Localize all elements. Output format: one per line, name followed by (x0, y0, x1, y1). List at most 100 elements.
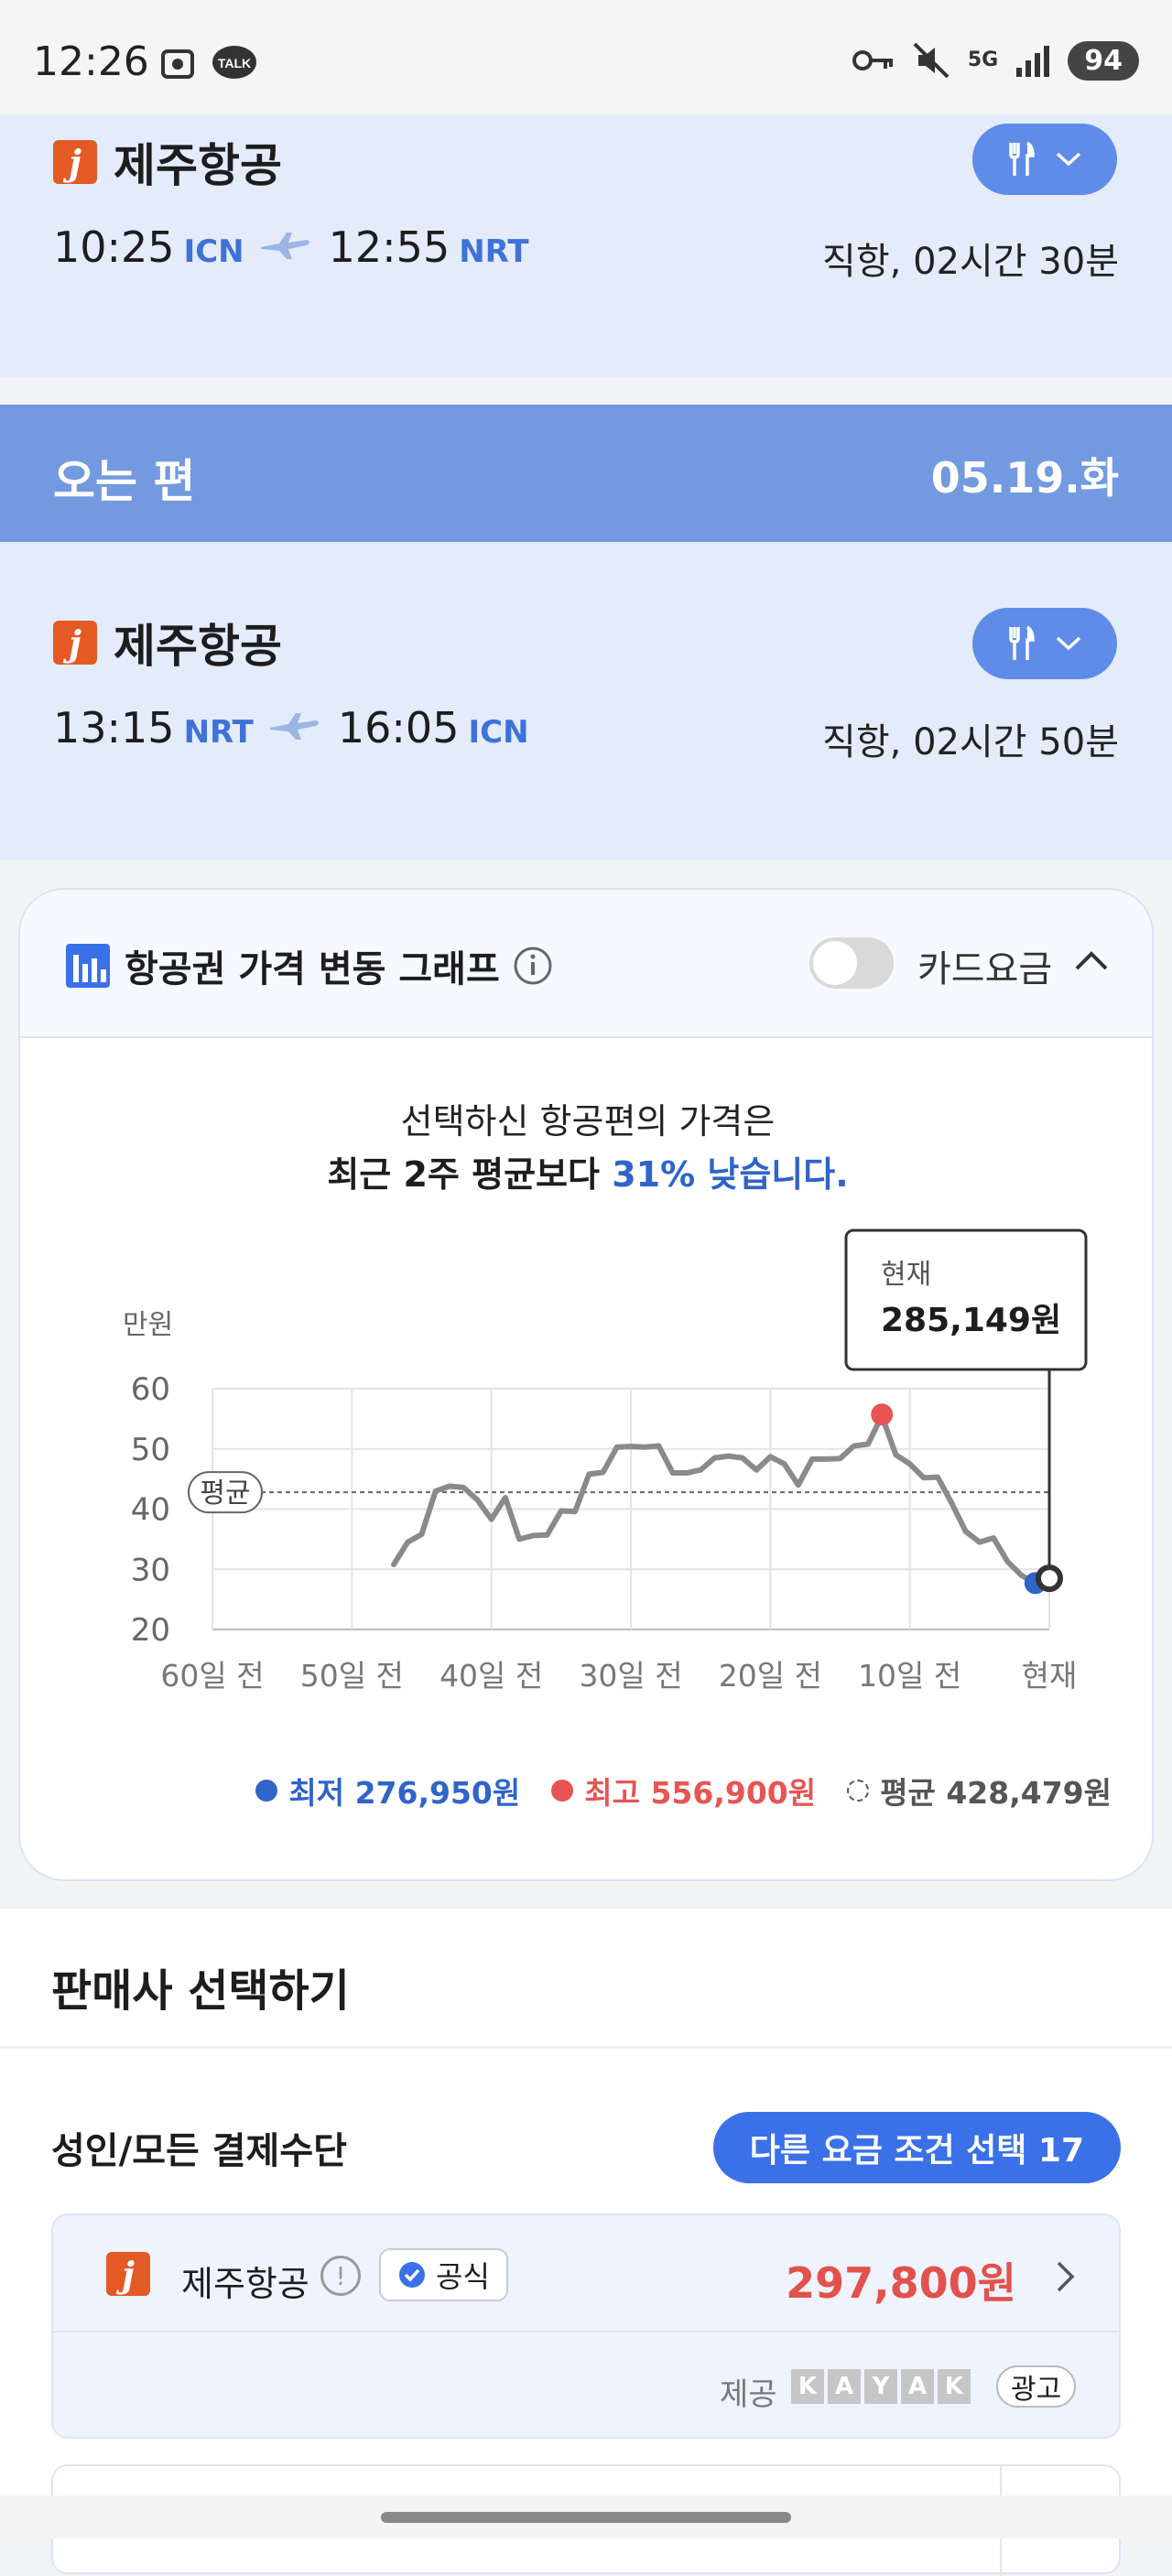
info-icon[interactable] (513, 946, 553, 986)
svg-text:TALK: TALK (218, 56, 251, 70)
kayak-letter: A (828, 2369, 861, 2404)
official-badge: 공식 (379, 2248, 508, 2301)
y-tick-label: 40 (131, 1492, 170, 1529)
kayak-letter: Y (864, 2369, 897, 2404)
jeju-air-logo-icon: j (53, 140, 97, 184)
legend-avg-label: 평균 428,479원 (880, 1775, 1112, 1811)
payment-condition-label: 성인/모든 결제수단 (51, 2130, 347, 2172)
seller-offer-card[interactable]: j 제주항공 ! 공식 297,800원 제공 K A Y A K 광고 (51, 2213, 1121, 2439)
chevron-down-icon (1056, 636, 1081, 651)
seller-offer-row[interactable]: j 제주항공 ! 공식 297,800원 (53, 2215, 1119, 2332)
current-tooltip (844, 1228, 1088, 1371)
ad-badge[interactable]: 광고 (996, 2365, 1077, 2408)
legend-max-label: 최고 556,900원 (584, 1775, 817, 1811)
outbound-arr-airport: NRT (459, 233, 529, 270)
y-tick-label: 20 (131, 1612, 170, 1649)
status-time: 12:26 (33, 38, 149, 85)
utensils-icon (1009, 141, 1035, 176)
return-date: 05.19.화 (930, 453, 1119, 503)
current-tooltip-label: 현재 (881, 1259, 931, 1291)
x-tick-label: 현재 (1022, 1658, 1078, 1694)
seller-info-icon[interactable]: ! (320, 2256, 361, 2296)
price-graph-title: 항공권 가격 변동 그래프 (125, 948, 500, 990)
average-tag (188, 1471, 263, 1514)
key-icon (852, 50, 893, 70)
outbound-arr-time: 12:55 (328, 222, 450, 272)
kayak-logo: K A Y A K (791, 2369, 971, 2404)
inbound-meal-button[interactable] (972, 608, 1117, 679)
kayak-letter: K (791, 2369, 824, 2404)
y-tick-label: 30 (131, 1552, 170, 1588)
legend-min-label: 최저 276,950원 (288, 1775, 521, 1811)
status-bar: 12:26 TALK 5G 94 (0, 0, 1172, 114)
price-graph-header[interactable]: 항공권 가격 변동 그래프 카드요금 (20, 890, 1152, 1038)
inbound-airline-name: 제주항공 (114, 620, 282, 673)
talk-icon: TALK (212, 46, 256, 79)
chart-legend: 최저 276,950원 최고 556,900원 평균 428,479원 (255, 1769, 1112, 1813)
outbound-airline: j 제주항공 (53, 129, 282, 195)
current-tooltip-price: 285,149원 (881, 1302, 1061, 1339)
outbound-flight-panel[interactable]: j 제주항공 10:25 ICN 12:55 NRT 직항, 02시간 30분 (0, 114, 1172, 378)
outbound-duration: 직항, 02시간 30분 (822, 241, 1119, 283)
other-fares-button[interactable]: 다른 요금 조건 선택 17 (712, 2112, 1121, 2183)
inbound-arr-airport: ICN (468, 714, 529, 751)
inbound-flight-panel[interactable]: j 제주항공 13:15 NRT 16:05 ICN 직항, 02시간 50분 (0, 542, 1172, 860)
legend-max: 최고 556,900원 (551, 1769, 816, 1813)
mute-icon (913, 42, 950, 79)
provided-by-label: 제공 (720, 2376, 777, 2413)
chevron-up-icon[interactable] (1073, 947, 1110, 974)
avg-dot-icon (847, 1780, 870, 1802)
kayak-letter: A (901, 2369, 934, 2404)
inbound-airline: j 제주항공 (53, 610, 282, 676)
outbound-meal-button[interactable] (972, 124, 1117, 195)
legend-avg: 평균 428,479원 (847, 1769, 1112, 1813)
chevron-right-icon[interactable] (1055, 2259, 1077, 2294)
price-message-line1: 선택하신 항공편의 가격은 (400, 1101, 776, 1142)
max-price-point (871, 1403, 894, 1426)
provider-row: 제공 K A Y A K 광고 (53, 2332, 1119, 2437)
plane-icon (260, 233, 309, 259)
section-divider (0, 2046, 1172, 2049)
signal-icon (1016, 46, 1050, 77)
verified-icon (399, 2262, 425, 2288)
price-graph-title-group: 항공권 가격 변동 그래프 (64, 939, 553, 992)
inbound-dep-airport: NRT (183, 714, 254, 751)
bar-chart-icon (66, 944, 110, 988)
jeju-air-logo-icon: j (53, 621, 97, 665)
plane-icon (269, 713, 319, 740)
y-axis-unit-label: 만원 (123, 1309, 173, 1341)
current-price-point (1036, 1564, 1063, 1593)
seller-name: 제주항공 (181, 2264, 309, 2304)
utensils-icon (1009, 625, 1035, 660)
home-handle[interactable] (381, 2512, 791, 2523)
price-series-line (391, 1412, 1052, 1586)
price-message-prefix: 최근 2주 평균보다 (327, 1154, 613, 1195)
toggle-knob (813, 941, 857, 985)
inbound-times: 13:15 NRT 16:05 ICN (53, 703, 529, 752)
average-tag-label: 평균 (200, 1477, 250, 1510)
max-dot-icon (551, 1780, 574, 1802)
x-tick-label: 40일 전 (440, 1658, 543, 1694)
seller-section: 판매사 선택하기 성인/모든 결제수단 다른 요금 조건 선택 17 j 제주항… (0, 1909, 1172, 2538)
inbound-arr-time: 16:05 (337, 703, 460, 752)
x-tick-label: 50일 전 (300, 1658, 404, 1694)
jeju-air-logo-icon: j (106, 2252, 150, 2296)
legend-min: 최저 276,950원 (255, 1769, 520, 1813)
outbound-dep-airport: ICN (183, 233, 244, 270)
inbound-duration: 직항, 02시간 50분 (822, 721, 1119, 763)
network-badge: 5G (967, 49, 999, 71)
x-tick-label: 20일 전 (719, 1658, 822, 1694)
card-fare-toggle[interactable] (809, 937, 894, 989)
inbound-dep-time: 13:15 (53, 703, 175, 752)
price-graph-card: 항공권 가격 변동 그래프 카드요금 선택하신 항공편의 가격은 최근 2주 평… (18, 888, 1154, 1881)
outbound-dep-time: 10:25 (53, 222, 175, 272)
offer-price: 297,800원 (786, 2258, 1016, 2308)
seller-section-title: 판매사 선택하기 (51, 1965, 350, 2017)
min-dot-icon (255, 1780, 278, 1802)
price-message-highlight: 31% 낮습니다. (612, 1154, 849, 1195)
x-tick-label: 30일 전 (579, 1658, 682, 1694)
price-line-chart: 만원 60 50 40 30 20 60일 전 50일 전 40일 전 30일 전 20일 전 10일… (123, 1228, 1088, 1694)
card-fare-label: 카드요금 (917, 948, 1053, 990)
outbound-times: 10:25 ICN 12:55 NRT (53, 222, 529, 272)
y-tick-label: 60 (131, 1371, 170, 1408)
